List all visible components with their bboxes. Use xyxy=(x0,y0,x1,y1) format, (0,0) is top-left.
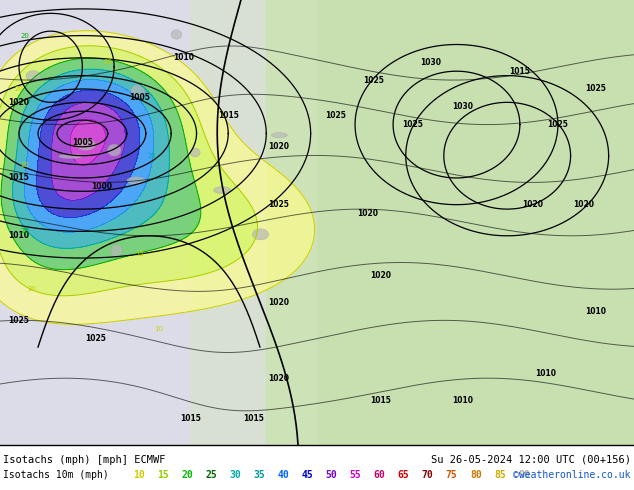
Text: Su 26-05-2024 12:00 UTC (00+156): Su 26-05-2024 12:00 UTC (00+156) xyxy=(431,455,631,465)
Text: 1025: 1025 xyxy=(9,316,29,325)
Text: 1020: 1020 xyxy=(573,200,594,209)
Text: 1020: 1020 xyxy=(357,209,378,218)
Text: 35: 35 xyxy=(254,470,265,480)
Text: 15: 15 xyxy=(135,250,144,257)
Text: 60: 60 xyxy=(373,470,385,480)
Ellipse shape xyxy=(127,177,146,184)
Text: 65: 65 xyxy=(398,470,410,480)
Text: 1020: 1020 xyxy=(268,142,290,151)
Text: 75: 75 xyxy=(446,470,458,480)
Text: Isotachs (mph) [mph] ECMWF: Isotachs (mph) [mph] ECMWF xyxy=(3,455,165,465)
Text: 1025: 1025 xyxy=(548,120,568,129)
Text: 1005: 1005 xyxy=(72,138,93,147)
Text: 40: 40 xyxy=(278,470,289,480)
Text: 1000: 1000 xyxy=(91,182,112,192)
Text: 1025: 1025 xyxy=(326,111,346,120)
Text: 1020: 1020 xyxy=(370,271,391,280)
Text: 1020: 1020 xyxy=(8,98,30,107)
Text: 1025: 1025 xyxy=(364,75,384,85)
Text: 1015: 1015 xyxy=(180,414,200,423)
Text: 1015: 1015 xyxy=(510,67,530,75)
Ellipse shape xyxy=(252,229,269,240)
Text: 50: 50 xyxy=(326,470,337,480)
Text: 1025: 1025 xyxy=(402,120,422,129)
Text: 1015: 1015 xyxy=(9,173,29,182)
Text: 20: 20 xyxy=(21,33,30,39)
Text: 30: 30 xyxy=(230,470,241,480)
Ellipse shape xyxy=(26,71,41,81)
Text: 55: 55 xyxy=(349,470,361,480)
Text: 1015: 1015 xyxy=(370,396,391,405)
Text: Isotachs 10m (mph): Isotachs 10m (mph) xyxy=(3,470,109,480)
Text: 25: 25 xyxy=(148,153,157,159)
Text: 1010: 1010 xyxy=(534,369,556,378)
Text: 1010: 1010 xyxy=(8,231,30,240)
Text: 20: 20 xyxy=(181,470,193,480)
Text: 90: 90 xyxy=(518,470,530,480)
Text: 10: 10 xyxy=(154,326,163,332)
Text: 1010: 1010 xyxy=(452,396,474,405)
Text: 80: 80 xyxy=(470,470,482,480)
Ellipse shape xyxy=(59,154,83,159)
Text: 1030: 1030 xyxy=(452,102,474,111)
Text: ©weatheronline.co.uk: ©weatheronline.co.uk xyxy=(514,470,631,480)
Ellipse shape xyxy=(108,144,121,156)
Bar xyxy=(190,0,317,445)
Text: 1005: 1005 xyxy=(129,94,150,102)
Text: 1025: 1025 xyxy=(85,334,105,343)
Ellipse shape xyxy=(171,30,182,39)
Text: 20: 20 xyxy=(103,59,112,65)
Text: 1010: 1010 xyxy=(585,307,607,316)
Text: 1010: 1010 xyxy=(173,53,195,62)
Text: 1025: 1025 xyxy=(586,84,606,94)
Text: 1025: 1025 xyxy=(269,200,289,209)
Text: 20: 20 xyxy=(21,162,30,168)
Text: 1020: 1020 xyxy=(268,298,290,307)
Text: 20: 20 xyxy=(21,228,30,234)
Ellipse shape xyxy=(131,85,145,97)
Bar xyxy=(0,0,266,445)
Bar xyxy=(266,0,634,445)
Ellipse shape xyxy=(110,245,122,257)
Text: 20: 20 xyxy=(15,86,23,92)
Text: 1015: 1015 xyxy=(243,414,264,423)
Text: 85: 85 xyxy=(494,470,506,480)
Text: 70: 70 xyxy=(422,470,434,480)
Text: 1020: 1020 xyxy=(268,374,290,383)
Ellipse shape xyxy=(271,133,287,138)
Ellipse shape xyxy=(190,148,200,157)
Text: 1030: 1030 xyxy=(420,58,442,67)
Text: 20: 20 xyxy=(27,286,36,292)
Ellipse shape xyxy=(214,187,231,194)
Text: 15: 15 xyxy=(157,470,169,480)
Text: 45: 45 xyxy=(302,470,313,480)
Ellipse shape xyxy=(76,139,96,150)
Text: 1015: 1015 xyxy=(218,111,238,120)
Text: 1020: 1020 xyxy=(522,200,543,209)
Text: 10: 10 xyxy=(133,470,145,480)
Text: 25: 25 xyxy=(205,470,217,480)
